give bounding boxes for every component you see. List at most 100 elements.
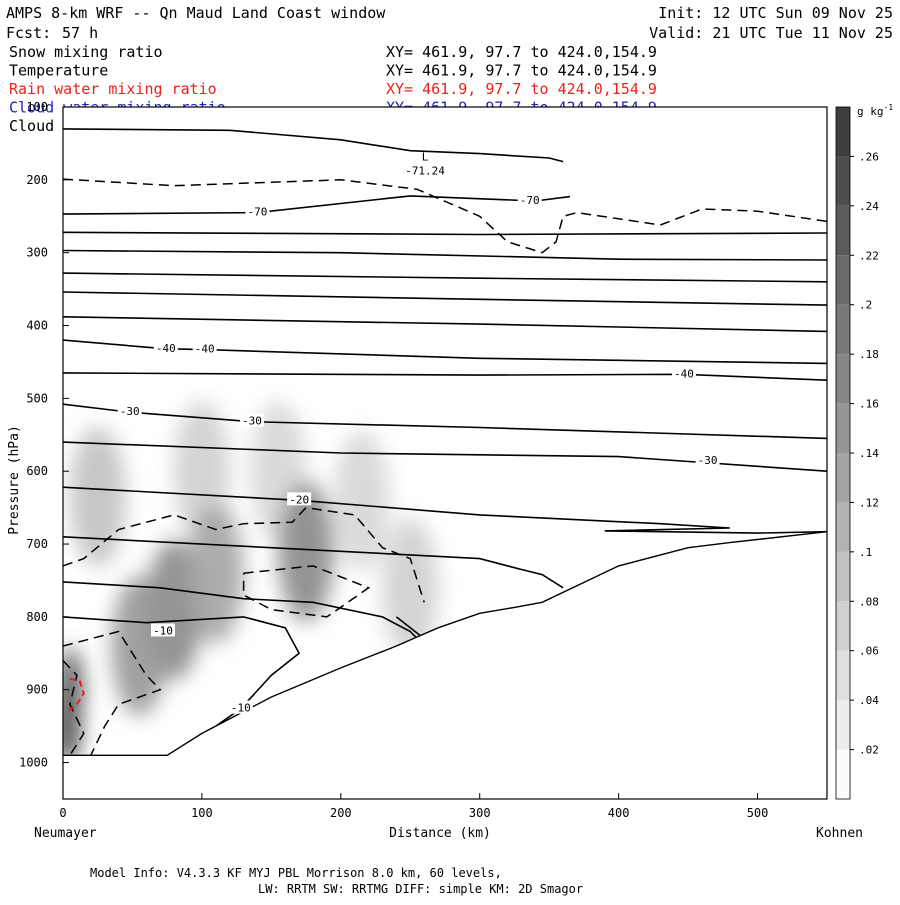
isotherm-label: -20 [289, 493, 309, 506]
y-tick-label: 400 [26, 319, 48, 333]
colorbar-tick-label: .24 [859, 200, 879, 213]
isotherm-label-bg [151, 623, 176, 637]
terrain-surface [63, 531, 827, 756]
y-tick-label: 900 [26, 683, 48, 697]
x-tick-label: 300 [469, 806, 491, 820]
field-section-coords: XY= 461.9, 97.7 to 424.0,154.9 [386, 80, 657, 98]
isotherm-line [63, 536, 564, 589]
terrain-fill [63, 531, 827, 799]
y-tick-label: 200 [26, 173, 48, 187]
forecast-hour-label: Fcst: [6, 24, 51, 42]
isotherm-label-bg [228, 700, 253, 714]
y-tick-label: 1000 [19, 756, 48, 770]
colorbar-tick-label: .08 [859, 595, 879, 608]
snow-dashed-contour [63, 660, 85, 756]
colorbar-swatch [836, 255, 850, 305]
low-center-symbol: L [422, 150, 429, 163]
isotherm-line [63, 231, 827, 236]
isotherm-line [63, 316, 827, 333]
isotherm-line [63, 372, 827, 381]
init-time: Init: 12 UTC Sun 09 Nov 25 [658, 4, 893, 22]
field-name: Rain water mixing ratio [9, 80, 217, 98]
colorbar-tick-label: .2 [859, 299, 872, 312]
field-name: Snow mixing ratio [9, 43, 163, 61]
field-name: Temperature [9, 62, 108, 80]
snow-shading-cell [63, 647, 84, 732]
isotherm-label: -70 [248, 206, 268, 219]
colorbar-swatch [836, 700, 850, 750]
snow-shading-cell [69, 426, 126, 567]
isotherm-label: -40 [195, 343, 215, 356]
valid-time: Valid: 21 UTC Tue 11 Nov 25 [649, 24, 893, 42]
colorbar: .02 .04 .06 .08 .1 .12 .14 .16 .18 .2 .22 .24 .26 [835, 106, 879, 800]
colorbar-swatch [836, 156, 850, 206]
y-tick-label: 700 [26, 537, 48, 551]
colorbar-tick-label: .02 [859, 744, 879, 757]
isotherm-label-bg [153, 340, 178, 354]
isotherm-label: -40 [674, 367, 694, 380]
colorbar-swatch [836, 354, 850, 404]
isotherm-line [63, 581, 425, 647]
x-tick-label: 200 [330, 806, 352, 820]
colorbar-swatch [836, 601, 850, 651]
snow-dashed-contour [242, 565, 371, 618]
snow-shading-cell [111, 576, 168, 717]
isotherm-label-bg [671, 366, 696, 380]
snow-shading-cell [187, 503, 244, 644]
snow-shading-cell [333, 430, 390, 571]
isotherm-label-bg [245, 204, 270, 218]
x-start-location: Neumayer [34, 826, 97, 841]
colorbar-tick-label: .16 [859, 398, 879, 411]
colorbar-swatch [836, 453, 850, 503]
isotherm-label-bg [287, 492, 312, 506]
x-axis-title: Distance (km) [389, 826, 491, 841]
isotherm-label-bg [239, 413, 264, 427]
isotherm-label-bg [192, 341, 217, 355]
model-physics: LW: RRTM SW: RRTMG DIFF: simple KM: 2D S… [258, 882, 583, 896]
isotherm-label-bg [695, 453, 720, 467]
colorbar-swatch [836, 502, 850, 552]
y-tick-label: 100 [26, 100, 48, 114]
isotherm-line [63, 195, 571, 215]
y-axis-title: Pressure (hPa) [7, 425, 22, 535]
colorbar-tick-label: .1 [859, 546, 872, 559]
colorbar-swatch [836, 650, 850, 701]
y-tick-label: 300 [26, 246, 48, 260]
colorbar-swatch [836, 403, 850, 453]
colorbar-swatch [836, 205, 850, 256]
colorbar-tick-label: .04 [859, 694, 879, 707]
colorbar-swatch [836, 551, 850, 602]
isotherm-line [63, 272, 827, 283]
model-info: Model Info: V4.3.3 KF MYJ PBL Morrison 8… [90, 866, 502, 880]
isotherm-line [63, 249, 827, 261]
field-section-coords: XY= 461.9, 97.7 to 424.0,154.9 [386, 43, 657, 61]
colorbar-tick-label: .12 [859, 496, 879, 509]
colorbar-swatch [836, 304, 850, 355]
x-tick-label: 100 [191, 806, 213, 820]
plot-frame [62, 106, 828, 800]
isotherm-label: -10 [153, 624, 173, 637]
isotherm-label-bg [117, 404, 142, 418]
isotherm-line [63, 441, 827, 472]
colorbar-unit: g kg-1 [857, 103, 893, 118]
isotherm-label: -30 [242, 415, 262, 428]
forecast-hour-value: 57 h [62, 24, 98, 42]
isotherm-label: -10 [231, 702, 251, 715]
snow-shading-cell [278, 481, 335, 622]
colorbar-tick-label: .22 [859, 249, 879, 262]
isotherm-line [63, 128, 564, 163]
isotherm-label: -70 [520, 194, 540, 207]
isotherm-label: -30 [698, 454, 718, 467]
isotherm-label: -30 [120, 405, 140, 418]
colorbar-tick-label: .06 [859, 645, 879, 658]
snow-dashed-contour [63, 178, 827, 254]
y-tick-label: 600 [26, 464, 48, 478]
colorbar-swatch [836, 749, 850, 799]
y-tick-label: 500 [26, 391, 48, 405]
y-tick-label: 800 [26, 610, 48, 624]
colorbar-tick-label: .18 [859, 348, 879, 361]
x-tick-label: 400 [608, 806, 630, 820]
isotherm-line [63, 291, 827, 306]
x-tick-label: 0 [59, 806, 66, 820]
